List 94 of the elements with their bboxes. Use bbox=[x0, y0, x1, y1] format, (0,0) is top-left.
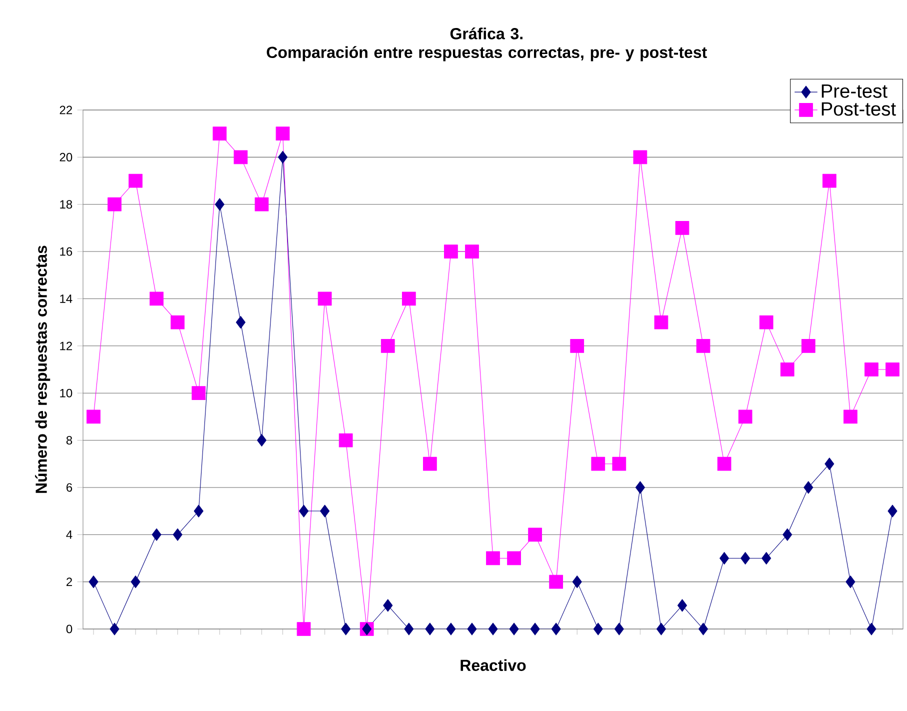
legend-label: Post-test bbox=[822, 102, 896, 116]
point bbox=[804, 481, 814, 494]
point bbox=[570, 338, 584, 353]
point bbox=[759, 315, 774, 330]
y-tick-label: 10 bbox=[60, 388, 72, 398]
point bbox=[444, 244, 458, 258]
point bbox=[465, 244, 479, 258]
legend-label: Pre-test bbox=[822, 84, 888, 98]
y-tick-label: 22 bbox=[60, 106, 72, 114]
point bbox=[88, 576, 98, 588]
point bbox=[318, 292, 332, 306]
point bbox=[488, 622, 498, 636]
point bbox=[150, 292, 164, 306]
point bbox=[152, 528, 162, 541]
y-tick-label: 2 bbox=[66, 578, 72, 586]
point bbox=[864, 362, 878, 376]
x-axis-title: Reactivo bbox=[460, 659, 526, 671]
point bbox=[509, 622, 519, 636]
point bbox=[422, 456, 437, 471]
point bbox=[254, 197, 269, 212]
point bbox=[276, 126, 290, 141]
point bbox=[593, 622, 603, 636]
point bbox=[108, 197, 122, 212]
point bbox=[572, 576, 582, 588]
y-tick-label: 18 bbox=[60, 200, 72, 209]
point bbox=[234, 150, 248, 164]
point bbox=[551, 622, 561, 636]
y-tick-label: 12 bbox=[60, 342, 72, 350]
point bbox=[740, 552, 750, 564]
point bbox=[110, 622, 120, 636]
y-tick-label: 6 bbox=[66, 483, 72, 492]
point bbox=[256, 434, 266, 447]
point bbox=[549, 574, 564, 589]
point bbox=[467, 622, 477, 636]
point bbox=[696, 338, 710, 353]
point bbox=[633, 150, 648, 164]
point bbox=[320, 504, 330, 518]
point bbox=[236, 316, 246, 329]
point bbox=[383, 599, 393, 612]
chart-title: Gráfica 3. Comparación entre respuestas correctas, pre- y post-test bbox=[266, 27, 707, 62]
point bbox=[635, 481, 645, 494]
y-tick-label: 16 bbox=[60, 247, 72, 256]
point bbox=[866, 622, 876, 636]
point bbox=[886, 362, 900, 376]
point bbox=[780, 362, 794, 376]
point bbox=[299, 504, 309, 518]
point bbox=[172, 528, 182, 541]
point bbox=[844, 410, 858, 424]
point bbox=[86, 410, 100, 424]
point bbox=[486, 551, 500, 566]
point bbox=[762, 552, 772, 564]
point bbox=[507, 551, 521, 566]
y-tick-label: 0 bbox=[66, 624, 72, 634]
point bbox=[341, 622, 351, 636]
point bbox=[192, 386, 206, 400]
point bbox=[278, 150, 288, 164]
point bbox=[822, 174, 836, 188]
point bbox=[656, 622, 666, 636]
point bbox=[591, 456, 606, 471]
y-tick-label: 4 bbox=[66, 530, 72, 539]
point bbox=[212, 126, 227, 141]
point bbox=[698, 622, 708, 636]
point bbox=[194, 504, 204, 518]
point bbox=[170, 315, 185, 330]
point bbox=[654, 315, 668, 330]
point bbox=[888, 504, 898, 518]
point bbox=[380, 338, 395, 353]
point bbox=[128, 174, 143, 188]
point bbox=[717, 456, 732, 471]
point bbox=[782, 528, 792, 541]
point bbox=[801, 338, 816, 353]
point bbox=[130, 576, 140, 588]
point bbox=[338, 433, 353, 448]
point bbox=[214, 198, 224, 211]
point bbox=[824, 458, 834, 470]
point bbox=[530, 622, 540, 636]
point bbox=[362, 622, 372, 636]
point bbox=[675, 221, 690, 235]
point bbox=[720, 552, 730, 564]
point bbox=[404, 622, 414, 636]
point bbox=[738, 410, 752, 424]
point bbox=[612, 456, 626, 471]
point bbox=[296, 622, 311, 636]
point bbox=[677, 599, 688, 612]
point bbox=[425, 622, 435, 636]
point bbox=[614, 622, 624, 636]
point bbox=[446, 622, 456, 636]
point bbox=[846, 576, 856, 588]
y-axis-title: Número de respuestas correctas bbox=[35, 246, 50, 493]
y-tick-label: 14 bbox=[60, 294, 72, 303]
point bbox=[528, 528, 542, 542]
point bbox=[402, 292, 416, 306]
y-tick-label: 20 bbox=[60, 152, 72, 162]
y-tick-label: 8 bbox=[66, 436, 72, 445]
